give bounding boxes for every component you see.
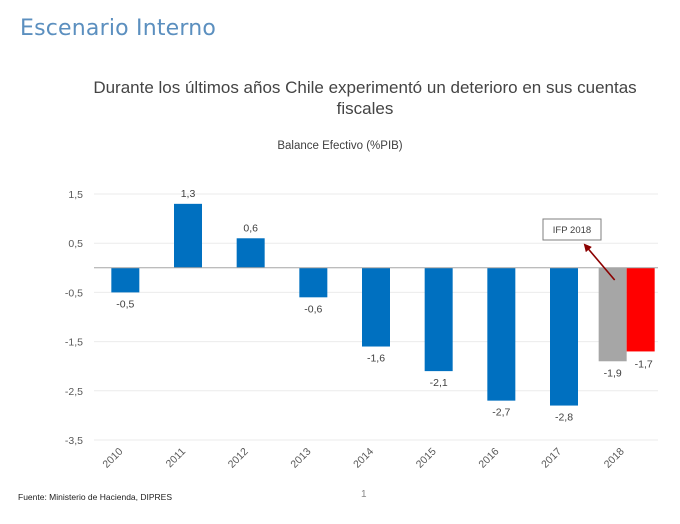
bar-2014 — [362, 267, 390, 347]
data-label: 1,3 — [181, 188, 196, 200]
slide-title: Escenario Interno — [20, 16, 217, 41]
slide-subtitle: Durante los últimos años Chile experimen… — [93, 78, 637, 118]
annotation-label: IFP 2018 — [553, 225, 591, 236]
bar-2012 — [236, 238, 265, 268]
x-tick-label: 2010 — [100, 446, 125, 471]
x-axis-tick-labels: 2010 2011 2012 2013 2014 2015 2016 2017 2018 — [100, 446, 626, 471]
data-label: -2,7 — [492, 407, 510, 419]
y-tick-label: -1,5 — [65, 337, 83, 349]
y-tick-label: -0,5 — [65, 287, 83, 299]
annotation-arrow — [583, 243, 616, 281]
annotation-box — [542, 218, 602, 241]
footer-source: Fuente: Ministerio de Hacienda, DIPRES — [18, 492, 173, 502]
x-tick-label: 2013 — [288, 446, 313, 471]
bar-2016 — [487, 267, 516, 401]
x-tick-label: 2014 — [351, 446, 376, 471]
chart-title: Balance Efectivo (%PIB) — [277, 140, 403, 152]
data-label: -2,8 — [555, 412, 573, 424]
data-label: 0,6 — [243, 222, 258, 234]
data-label: -1,7 — [635, 358, 653, 370]
data-label: -1,9 — [604, 367, 622, 379]
bar-2018-updated — [626, 267, 655, 352]
data-labels: -0,5 1,3 0,6 -0,6 -1,6 -2,1 -2,7 -2,8 -1,9 -1,7 — [116, 188, 653, 424]
bar-2013 — [299, 267, 328, 298]
bars — [111, 203, 655, 406]
data-label: -1,6 — [367, 353, 385, 365]
bar-2011 — [174, 203, 202, 268]
y-tick-label: 1,5 — [68, 189, 83, 201]
y-tick-label: -2,5 — [65, 386, 83, 398]
bar-2010 — [111, 267, 140, 293]
x-tick-label: 2012 — [226, 446, 251, 471]
x-tick-label: 2016 — [476, 446, 501, 471]
bar-2017 — [550, 267, 578, 406]
data-label: -0,6 — [304, 303, 322, 315]
data-label: -0,5 — [116, 298, 134, 310]
bar-2018 — [598, 267, 627, 362]
annotations: IFP 2018 — [542, 218, 616, 281]
x-tick-label: 2011 — [164, 446, 189, 471]
y-tick-label: 0,5 — [68, 238, 83, 250]
x-tick-label: 2015 — [414, 446, 439, 471]
y-tick-label: -3,5 — [65, 435, 83, 447]
y-axis-tick-labels: 1,5 0,5 -0,5 -1,5 -2,5 -3,5 — [65, 189, 83, 447]
x-tick-label: 2017 — [539, 446, 564, 471]
x-tick-label: 2018 — [602, 446, 627, 471]
data-label: -2,1 — [430, 377, 448, 389]
page-number: 1 — [361, 489, 367, 500]
bar-2015 — [424, 267, 453, 372]
